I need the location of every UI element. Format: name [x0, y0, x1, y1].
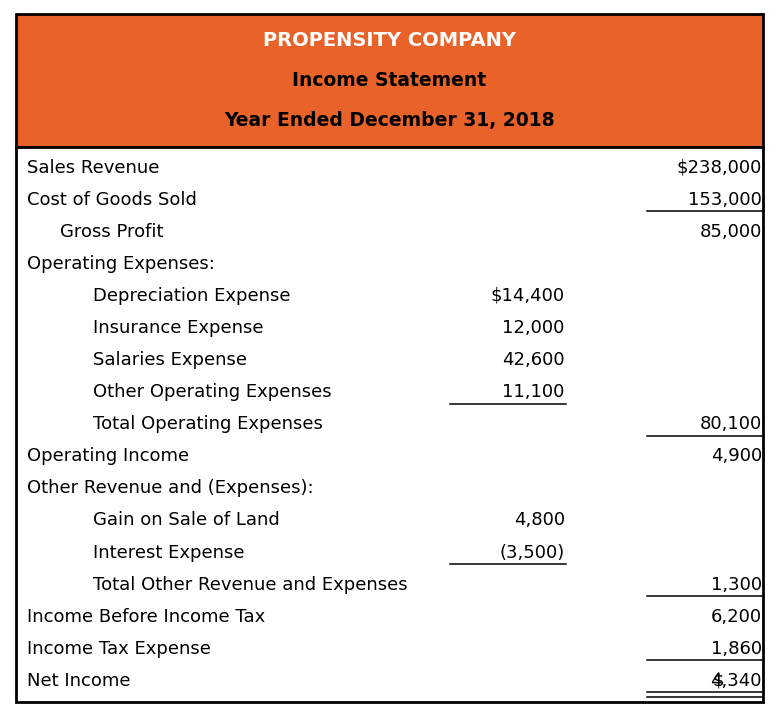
Text: 153,000: 153,000 [688, 190, 762, 208]
Text: Year Ended December 31, 2018: Year Ended December 31, 2018 [224, 111, 555, 130]
Text: Gross Profit: Gross Profit [60, 223, 164, 241]
Text: 6,200: 6,200 [710, 608, 762, 626]
Text: Interest Expense: Interest Expense [93, 543, 244, 561]
Text: 4,340: 4,340 [710, 672, 762, 690]
Text: 85,000: 85,000 [700, 223, 762, 241]
Text: Salaries Expense: Salaries Expense [93, 351, 247, 369]
Text: (3,500): (3,500) [499, 543, 565, 561]
Text: Operating Expenses:: Operating Expenses: [27, 255, 215, 273]
Text: Income Statement: Income Statement [292, 71, 487, 90]
Text: 80,100: 80,100 [700, 415, 762, 433]
Text: Total Other Revenue and Expenses: Total Other Revenue and Expenses [93, 576, 407, 594]
Text: $238,000: $238,000 [676, 159, 762, 177]
Text: 1,300: 1,300 [710, 576, 762, 594]
Text: 1,860: 1,860 [710, 640, 762, 658]
Text: Total Operating Expenses: Total Operating Expenses [93, 415, 323, 433]
Text: $14,400: $14,400 [491, 287, 565, 305]
Text: 42,600: 42,600 [502, 351, 565, 369]
Text: PROPENSITY COMPANY: PROPENSITY COMPANY [263, 32, 516, 50]
Text: 11,100: 11,100 [502, 383, 565, 401]
Text: Other Revenue and (Expenses):: Other Revenue and (Expenses): [27, 480, 314, 498]
Text: Other Operating Expenses: Other Operating Expenses [93, 383, 331, 401]
Text: Sales Revenue: Sales Revenue [27, 159, 160, 177]
Text: Operating Income: Operating Income [27, 448, 189, 465]
Text: Income Before Income Tax: Income Before Income Tax [27, 608, 266, 626]
Text: $: $ [713, 672, 724, 690]
Text: Net Income: Net Income [27, 672, 131, 690]
Text: Depreciation Expense: Depreciation Expense [93, 287, 291, 305]
Text: 12,000: 12,000 [502, 319, 565, 337]
Text: Income Tax Expense: Income Tax Expense [27, 640, 211, 658]
Text: Insurance Expense: Insurance Expense [93, 319, 263, 337]
Text: 4,800: 4,800 [513, 511, 565, 529]
Bar [16, 147, 763, 702]
Bar [16, 14, 763, 147]
Text: Gain on Sale of Land: Gain on Sale of Land [93, 511, 280, 529]
Text: Cost of Goods Sold: Cost of Goods Sold [27, 190, 197, 208]
Text: 4,900: 4,900 [710, 448, 762, 465]
